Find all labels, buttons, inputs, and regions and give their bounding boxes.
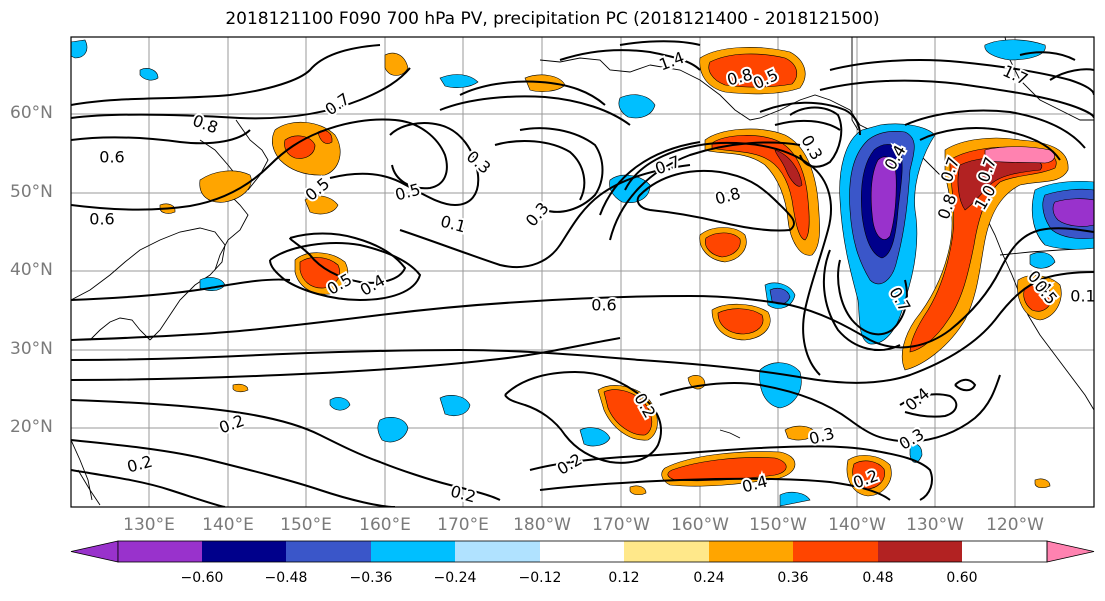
lon-label: 140°W	[828, 515, 886, 535]
colorbar-segment	[286, 541, 371, 562]
colorbar-tick-label: 0.12	[608, 570, 640, 586]
contour-label: 0.3	[463, 147, 495, 178]
pv-contours	[71, 40, 1094, 507]
colorbar-tick-label: −0.12	[518, 570, 562, 586]
contour-label: 0.3	[522, 199, 553, 231]
contour-label: 0.5	[393, 180, 423, 205]
lon-label: 120°W	[986, 515, 1044, 535]
colorbar-tick-label: 0.24	[693, 570, 725, 586]
colorbar	[70, 540, 1095, 563]
contour-label: 0.3	[896, 425, 928, 454]
colorbar-segment	[118, 541, 202, 562]
colorbar-tick-label: 0.48	[862, 570, 894, 586]
contour-label: 0.2	[554, 450, 586, 479]
colorbar-arrow-low	[70, 540, 119, 563]
colorbar-segment	[709, 541, 793, 562]
colorbar-tick-label: 0.36	[777, 570, 809, 586]
lat-label: 20°N	[10, 417, 53, 437]
lat-label: 30°N	[10, 339, 53, 359]
contour-label: 0.8	[725, 65, 755, 90]
contour-label: 0.7	[322, 89, 354, 119]
contour-label: 0.2	[216, 411, 246, 438]
colorbar-tick-label: −0.48	[264, 570, 308, 586]
colorbar-tick-label: −0.60	[180, 570, 224, 586]
colorbar-segment	[455, 541, 540, 562]
map-title: 2018121100 F090 700 hPa PV, precipitatio…	[225, 9, 880, 29]
colorbar-segment	[202, 541, 286, 562]
colorbar-segment	[371, 541, 455, 562]
colorbar-tick-label: 0.60	[946, 570, 978, 586]
colorbar-arrow-high	[1046, 540, 1095, 563]
contour-label: 0.2	[125, 452, 155, 477]
map-frame	[70, 36, 1095, 508]
lon-label: 170°W	[592, 515, 650, 535]
lon-label: 160°E	[359, 515, 411, 535]
colorbar-segment	[793, 541, 878, 562]
lon-label: 130°E	[123, 515, 175, 535]
contour-label: 0.4	[902, 384, 934, 415]
contour-label: 0.2	[449, 482, 479, 507]
lon-label: 150°E	[280, 515, 332, 535]
contour-label: 1.7	[1000, 61, 1031, 89]
contour-label: 0.4	[357, 271, 389, 300]
lon-label: 180°W	[513, 515, 571, 535]
contour-label: 0.3	[807, 424, 837, 449]
colorbar-segment	[878, 541, 962, 562]
lon-label: 160°W	[671, 515, 729, 535]
contour-label: 0.1	[439, 212, 469, 237]
contour-label: 0.6	[591, 296, 616, 315]
colorbar-tick-label: −0.24	[433, 570, 477, 586]
lon-label: 150°W	[749, 515, 807, 535]
lat-label: 60°N	[10, 103, 53, 123]
contour-label: 0.6	[99, 148, 124, 167]
colorbar-segment	[624, 541, 709, 562]
contour-label: 1.4	[656, 48, 686, 75]
lat-label: 50°N	[10, 182, 53, 202]
lon-label: 170°E	[437, 515, 489, 535]
lon-label: 130°W	[906, 515, 964, 535]
contour-label: 0.1	[1070, 287, 1095, 306]
lon-label: 140°E	[202, 515, 254, 535]
contour-label: 0.6	[89, 210, 114, 229]
contour-label: 0.8	[713, 184, 743, 209]
lat-label: 40°N	[10, 260, 53, 280]
colorbar-outline	[117, 540, 1048, 563]
colorbar-segment	[540, 541, 624, 562]
colorbar-tick-label: −0.36	[349, 570, 393, 586]
contour-label: 0.8	[190, 111, 220, 138]
